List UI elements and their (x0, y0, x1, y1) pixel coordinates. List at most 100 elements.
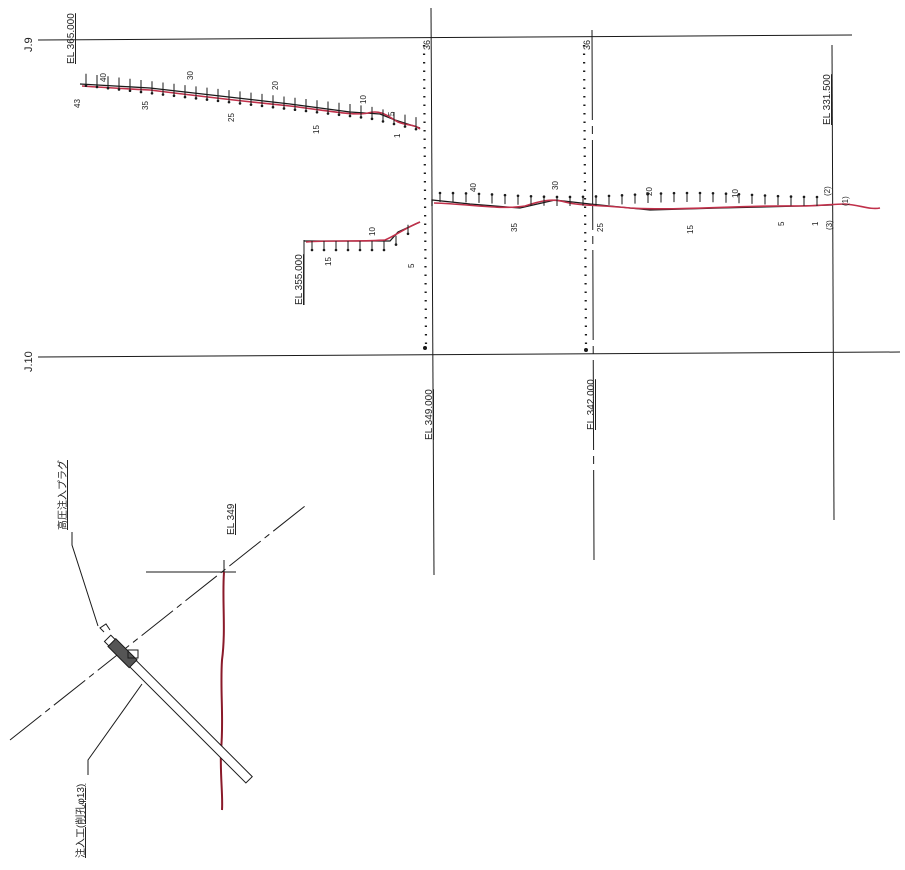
lower-left-tick-dot (406, 232, 410, 236)
upper-tick-dot (106, 86, 110, 90)
right-tick-dot (776, 194, 780, 198)
grid-line-j10 (37, 351, 901, 358)
elevation-label-331: EL 331.500 (822, 74, 833, 125)
end-mark-1: (1) (841, 196, 850, 206)
right-num-25: 25 (596, 223, 605, 232)
upper-num-15: 15 (312, 125, 321, 134)
grid-label-j9: J.9 (23, 37, 35, 52)
right-tick-dot (581, 195, 585, 199)
detail-elevation-label: EL 349 (226, 503, 237, 535)
upper-tick-dot (370, 117, 374, 121)
profile-right-ticks (438, 191, 819, 206)
right-tick-dot (789, 195, 793, 198)
right-tick-dot (542, 195, 546, 199)
plug-label: 高圧注入プラグ (56, 460, 69, 530)
upper-tick-dot (227, 100, 231, 104)
upper-num-10: 10 (359, 95, 368, 104)
lower-left-tick-dot (394, 243, 398, 246)
upper-tick-dot (392, 122, 396, 126)
crack-lower-left (305, 221, 421, 243)
upper-tick-dot (150, 91, 154, 95)
end-mark-2: (2) (823, 186, 832, 196)
section-mark-342: 36 (582, 40, 592, 50)
right-tick-dot (451, 191, 455, 195)
upper-tick-dot (260, 104, 264, 108)
upper-num-40: 40 (99, 73, 108, 82)
grid-label-j10: J.10 (23, 351, 35, 372)
upper-num-25: 25 (227, 113, 236, 122)
injection-pipe (103, 634, 253, 784)
vertical-line-349 (430, 7, 435, 576)
dotted-line-342 (582, 44, 588, 346)
upper-tick-dot (84, 84, 88, 87)
lower-left-tick-dot (334, 248, 338, 252)
right-num-1: 1 (811, 221, 820, 226)
section-mark-349: 36 (422, 40, 432, 50)
upper-tick-dot (128, 89, 132, 93)
detail-slope-line (9, 505, 306, 741)
profile-right-labels: 40 35 30 25 20 15 10 5 1 (469, 181, 820, 234)
upper-tick-dot (326, 112, 330, 115)
upper-tick-dot (348, 114, 352, 118)
grid-line-j9 (37, 34, 853, 41)
right-num-5: 5 (777, 221, 786, 226)
right-tick-dot (672, 191, 676, 195)
plug-leader (71, 532, 99, 627)
lower-left-tick-dot (346, 248, 350, 252)
upper-tick-dot (271, 105, 275, 109)
end-mark-3: (3) (825, 220, 834, 230)
upper-num-1: 1 (393, 133, 402, 138)
upper-num-35: 35 (141, 101, 150, 110)
upper-tick-dot (172, 94, 176, 98)
right-tick-dot (737, 192, 741, 196)
vertical-line-331 (831, 44, 835, 521)
upper-tick-dot (161, 93, 165, 96)
upper-num-5: 5 (387, 111, 396, 116)
upper-tick-dot (238, 102, 242, 105)
vertical-line-342 (591, 29, 595, 561)
upper-tick-dot (315, 110, 319, 114)
upper-num-43: 43 (73, 99, 82, 108)
upper-tick-dot (337, 113, 341, 117)
injection-label: 注入工(削孔φ13) (74, 784, 87, 858)
upper-tick-dot (95, 85, 99, 89)
dotted-line-349 (422, 44, 428, 346)
right-tick-dot (724, 192, 728, 196)
lower-left-num-5: 5 (407, 263, 416, 268)
right-num-15: 15 (686, 225, 695, 234)
upper-num-20: 20 (271, 81, 280, 90)
right-num-20: 20 (645, 187, 654, 196)
plug-cap (127, 649, 139, 659)
elevation-label-342: EL 342.000 (586, 379, 597, 430)
upper-tick-dot (414, 127, 418, 131)
right-tick-dot (698, 191, 702, 195)
right-tick-dot (633, 193, 637, 196)
injection-leader (87, 683, 143, 775)
profile-lower-left-ticks (310, 224, 410, 252)
right-tick-dot (555, 195, 559, 199)
upper-tick-dot (139, 90, 143, 94)
upper-tick-dot (381, 120, 385, 123)
upper-tick-dot (216, 99, 220, 103)
lower-left-tick-dot (358, 248, 362, 252)
right-tick-dot (490, 193, 494, 196)
profile-upper-labels: 43 40 35 30 25 20 15 10 5 1 (73, 71, 402, 138)
right-tick-dot (607, 194, 611, 198)
upper-num-30: 30 (186, 71, 195, 80)
right-tick-dot (516, 194, 520, 198)
right-tick-dot (763, 194, 767, 197)
right-num-10: 10 (731, 189, 740, 198)
upper-tick-dot (359, 116, 363, 119)
lower-left-tick-dot (370, 248, 374, 252)
right-tick-dot (438, 191, 442, 195)
lower-left-num-10: 10 (368, 227, 377, 236)
upper-tick-dot (403, 125, 407, 128)
right-tick-dot (477, 192, 481, 196)
upper-tick-dot (249, 103, 253, 106)
plug-hook (99, 623, 111, 633)
right-tick-dot (685, 191, 689, 195)
right-tick-dot (802, 195, 806, 199)
upper-tick-dot (293, 108, 297, 112)
